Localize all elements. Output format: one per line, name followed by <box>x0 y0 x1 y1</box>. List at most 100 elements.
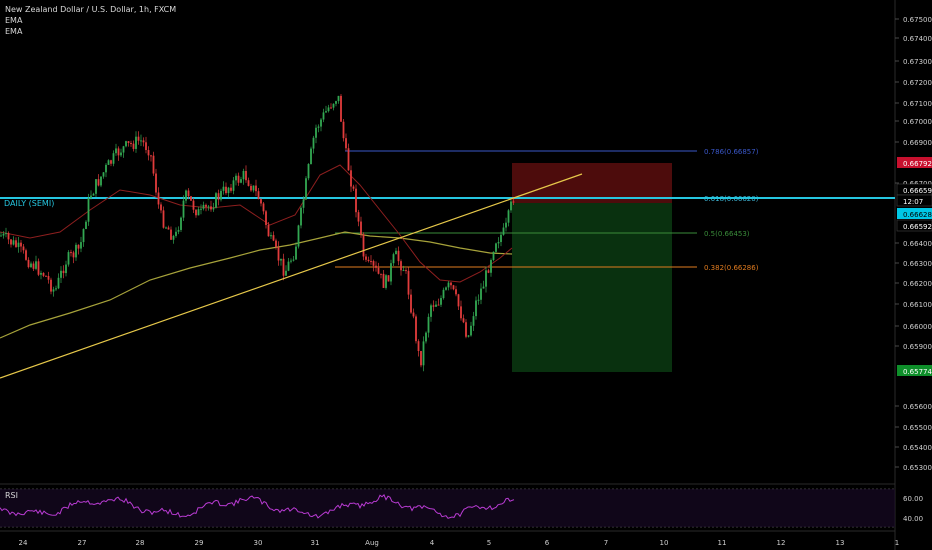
candle-body <box>185 190 187 201</box>
candle-body <box>382 273 385 288</box>
candle-body <box>22 246 25 251</box>
candle-body <box>492 251 495 261</box>
time-axis-tick: 4 <box>430 539 435 547</box>
candle-body <box>320 119 322 127</box>
candle-body <box>50 279 52 292</box>
price-axis-tick: 0.65300 <box>903 464 932 472</box>
candle-body <box>157 192 160 205</box>
candle-body <box>32 263 35 269</box>
candle-body <box>215 193 217 208</box>
candle-body <box>60 270 62 278</box>
ema-indicator-label-2[interactable]: EMA <box>5 27 23 36</box>
candle-body <box>405 270 407 272</box>
candle-body <box>370 261 372 263</box>
candle-body <box>35 261 37 269</box>
ema-indicator-label-1[interactable]: EMA <box>5 16 23 25</box>
candle-body <box>465 322 467 337</box>
price-axis-tick: 0.67100 <box>903 100 932 108</box>
time-axis-tick: 11 <box>718 539 727 547</box>
candle-body <box>212 207 215 210</box>
candle-body <box>307 164 310 179</box>
candle-body <box>345 138 347 149</box>
candle-body <box>0 235 2 237</box>
candle-body <box>162 210 165 228</box>
daily-semi-label: DAILY (SEMI) <box>4 199 55 208</box>
candle-body <box>137 136 140 141</box>
candle-body <box>352 186 355 189</box>
candle-body <box>477 299 480 301</box>
price-axis-tick: 0.67400 <box>903 35 932 43</box>
time-axis-tick: 27 <box>78 539 87 547</box>
candle-body <box>187 190 190 197</box>
candle-body <box>62 270 65 274</box>
candle-body <box>472 316 475 326</box>
candle-body <box>107 160 110 165</box>
candle-body <box>267 224 270 237</box>
candle-body <box>375 265 377 268</box>
rsi-indicator-label[interactable]: RSI <box>5 491 18 500</box>
candle-body <box>452 285 455 290</box>
candle-body <box>292 259 295 261</box>
candle-body <box>412 312 415 317</box>
trendline-ascending[interactable] <box>0 173 583 379</box>
candle-body <box>195 209 197 216</box>
candle-body <box>190 196 192 201</box>
candle-body <box>417 341 420 351</box>
candle-body <box>475 300 477 317</box>
price-badge: 0.65774 <box>897 365 932 376</box>
candle-body <box>242 170 245 180</box>
candle-body <box>415 316 417 342</box>
candle-body <box>322 112 325 120</box>
time-axis-tick: 6 <box>545 539 550 547</box>
candle-body <box>315 127 317 138</box>
candle-body <box>160 204 162 211</box>
candle-body <box>95 179 97 194</box>
price-badge: 12:07 <box>896 194 932 207</box>
stop-loss-zone[interactable] <box>512 163 672 203</box>
price-axis-tick: 0.65600 <box>903 403 932 411</box>
candle-body <box>235 175 237 181</box>
time-axis-tick: 5 <box>487 539 491 547</box>
candle-body <box>297 225 300 247</box>
take-profit-zone[interactable] <box>512 203 672 372</box>
candle-body <box>282 258 285 276</box>
candle-body <box>245 170 247 181</box>
candle-body <box>277 247 280 261</box>
candle-body <box>280 258 282 261</box>
time-axis-tick: 1 <box>895 539 899 547</box>
candle-body <box>457 294 460 307</box>
candle-body <box>7 233 10 240</box>
candle-body <box>12 240 15 245</box>
price-badge: 0.66659 <box>896 183 932 196</box>
candle-body <box>257 191 260 200</box>
rsi-axis-tick: 60.00 <box>903 495 923 503</box>
candle-body <box>390 263 392 282</box>
candle-body <box>400 261 402 271</box>
symbol-title[interactable]: New Zealand Dollar / U.S. Dollar, 1h, FX… <box>5 5 177 14</box>
candle-body <box>342 121 345 139</box>
fib-level-label: 0.5(0.66453) <box>704 230 750 238</box>
svg-text:0.66592: 0.66592 <box>903 223 932 231</box>
candle-body <box>355 188 357 213</box>
candle-body <box>317 126 320 128</box>
candle-body <box>237 175 240 183</box>
candle-body <box>227 187 230 194</box>
candle-body <box>480 288 482 300</box>
candle-body <box>312 137 315 149</box>
candle-body <box>285 270 287 276</box>
price-axis-tick: 0.67300 <box>903 58 932 66</box>
candle-body <box>432 305 435 307</box>
time-axis-tick: 28 <box>136 539 145 547</box>
time-axis-tick: 24 <box>19 539 28 547</box>
candle-body <box>450 282 452 286</box>
candle-body <box>427 316 430 333</box>
candle-body <box>507 210 510 223</box>
candle-body <box>70 252 72 254</box>
candle-body <box>430 305 432 317</box>
candle-body <box>85 221 87 230</box>
time-axis-tick: 10 <box>660 539 669 547</box>
candle-body <box>220 190 222 200</box>
candle-body <box>150 155 152 157</box>
candle-body <box>47 276 50 280</box>
